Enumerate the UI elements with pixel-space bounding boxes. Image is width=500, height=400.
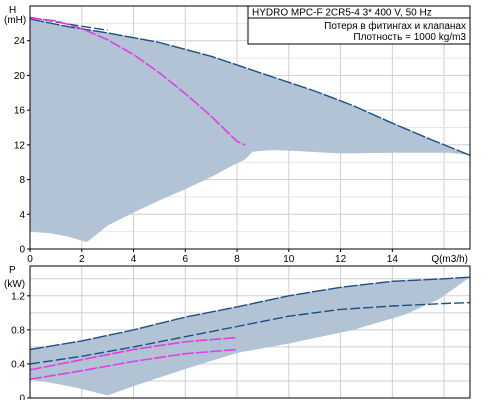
fitting-loss-curve [29,17,246,146]
x-tick-label: 0 [27,254,33,265]
x-tick-label: 12 [335,254,347,265]
x-axis-label: Q(m3/h) [431,254,468,265]
x-tick-label: 6 [183,254,189,265]
envelope-edge-line [29,18,471,156]
y-tick-label: 0 [19,245,25,256]
fitting-loss-curve [29,336,238,371]
operating-envelope-area [30,19,470,243]
y-tick-label: 1.2 [11,291,25,302]
pump-model-title: HYDRO MPC-F 2CR5-4 3* 400 V, 50 Hz [252,8,432,19]
envelope-edge-line [29,301,471,365]
x-tick-label: 10 [283,254,295,265]
y-axis-symbol: H [9,5,16,16]
y-tick-label: 20 [14,71,26,82]
envelope-edge-line [29,276,471,351]
loss-note: Потеря в фитингах и клапанах [324,20,466,32]
y-tick-label: 12 [14,140,26,151]
density-note: Плотность = 1000 kg/m3 [353,32,466,43]
y-axis-unit: (kW) [4,279,25,290]
y-tick-label: 24 [14,36,26,47]
y-tick-label: 16 [14,106,26,117]
y-axis-unit: (mH) [4,15,26,26]
y-tick-label: 8 [19,175,25,186]
y-tick-label: 0.4 [11,359,25,370]
x-tick-label: 2 [79,254,85,265]
y-tick-label: 0 [19,394,25,400]
y-tick-label: 0.8 [11,325,25,336]
power-flow-panel: 0 0.4 0.8 1.2 P (kW) [4,265,471,400]
x-tick-label: 4 [131,254,137,265]
fitting-loss-curve [29,348,238,381]
operating-envelope-area [30,277,470,396]
x-tick-label: 8 [234,254,240,265]
plot-frame [29,265,471,399]
y-tick-label: 4 [19,210,25,221]
info-box [247,5,471,45]
y-axis-symbol: P [9,265,16,276]
x-tick-label: 14 [387,254,399,265]
